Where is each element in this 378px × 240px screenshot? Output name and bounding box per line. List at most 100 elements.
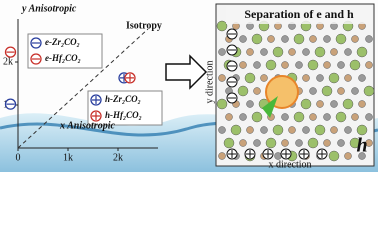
x-axis-label: x Anisotropic <box>59 120 115 131</box>
lattice-atom <box>349 137 361 149</box>
lattice-atom <box>307 137 319 149</box>
lattice-atom <box>351 113 359 121</box>
lattice-atom <box>267 35 275 43</box>
lattice-atom <box>230 124 242 136</box>
lattice-atom <box>358 152 366 160</box>
lattice-atom <box>239 35 247 43</box>
lattice-atom <box>365 61 373 69</box>
isotropy-line <box>17 28 149 149</box>
panel-y-label: y direction <box>204 60 215 103</box>
light-beam <box>262 96 278 118</box>
lattice-atom <box>358 100 366 108</box>
lattice-atom <box>295 139 303 147</box>
lattice-atom <box>356 46 368 58</box>
lattice-atom <box>253 61 261 69</box>
lattice-atom <box>253 139 261 147</box>
lattice-atom <box>239 139 247 147</box>
lattice-atom <box>314 46 326 58</box>
lattice-atom <box>272 46 284 58</box>
lattice-atom <box>218 48 226 56</box>
lattice-atom <box>302 126 310 134</box>
lattice-atom <box>335 33 347 45</box>
lattice-atom <box>349 59 361 71</box>
lattice-atom <box>330 100 338 108</box>
lattice-atom <box>365 139 373 147</box>
legend-label: e-Zr₂CO₂ <box>45 37 80 47</box>
title-bg <box>226 6 372 24</box>
lattice-atom <box>337 61 345 69</box>
lattice-atom <box>253 87 261 95</box>
lattice-atom <box>309 113 317 121</box>
lattice-atom <box>309 87 317 95</box>
lattice-atom <box>323 35 331 43</box>
hole-sign <box>228 150 236 158</box>
lattice-atom <box>302 48 310 56</box>
lattice-atom <box>323 113 331 121</box>
x-tick-label: 0 <box>16 152 21 163</box>
lattice-atom <box>316 74 324 82</box>
lattice-atom <box>344 74 352 82</box>
hole-sign <box>300 150 308 158</box>
lattice-atom <box>265 137 277 149</box>
lattice-atom <box>316 100 324 108</box>
lattice-atom <box>365 35 373 43</box>
lattice-atom <box>260 74 268 82</box>
lattice-atom <box>251 111 263 123</box>
lattice-atom <box>288 48 296 56</box>
lattice-atom <box>281 113 289 121</box>
y-axis-label: y Anisotropic <box>21 3 77 14</box>
legend-sign <box>92 96 100 104</box>
hole-sign <box>282 150 290 158</box>
lattice-atom <box>237 85 249 97</box>
lattice-atom <box>344 48 352 56</box>
lattice-atom <box>344 152 352 160</box>
hole-sign <box>264 150 272 158</box>
panel-title: Separation of e and h <box>244 7 354 21</box>
lattice-atom <box>351 35 359 43</box>
lattice-atom <box>218 74 226 82</box>
lattice-atom <box>239 61 247 69</box>
lattice-atom <box>223 137 235 149</box>
lattice-atom <box>260 126 268 134</box>
lattice-atom <box>363 85 375 97</box>
lattice-atom <box>260 48 268 56</box>
lattice-atom <box>218 126 226 134</box>
legend-label: h-Hf₂CO₂ <box>105 110 142 120</box>
point-sign <box>126 73 134 82</box>
lattice-atom <box>356 124 368 136</box>
lattice-atom <box>272 124 284 136</box>
lattice-atom <box>246 100 254 108</box>
lattice-atom <box>328 150 340 162</box>
annotation: Isotropy <box>126 20 162 31</box>
lattice-atom <box>309 35 317 43</box>
y-tick-label: 2k <box>3 56 13 67</box>
panel-label: h <box>356 135 367 157</box>
x-tick-label: 2k <box>113 152 123 163</box>
lattice-atom <box>337 87 345 95</box>
legend-label: h-Zr₂CO₂ <box>105 94 141 104</box>
lattice-atom <box>216 20 228 32</box>
lattice-atom <box>300 98 312 110</box>
lattice-atom <box>344 126 352 134</box>
lattice-atom <box>365 113 373 121</box>
lattice-atom <box>328 72 340 84</box>
lattice-atom <box>358 74 366 82</box>
legend-sign <box>92 112 100 120</box>
lattice-atom <box>295 61 303 69</box>
lattice-atom <box>351 87 359 95</box>
lattice-atom <box>342 98 354 110</box>
lattice-atom <box>265 59 277 71</box>
lattice-atom <box>293 33 305 45</box>
lattice-atom <box>251 33 263 45</box>
lattice-atom <box>216 98 228 110</box>
lattice-atom <box>314 124 326 136</box>
lattice-atom <box>244 72 256 84</box>
graphic: Separation of e and h y direction x dire… <box>0 3 378 172</box>
x-tick-label: 1k <box>63 152 73 163</box>
lattice-atom <box>335 111 347 123</box>
lattice-atom <box>281 139 289 147</box>
lattice-atom <box>246 48 254 56</box>
lattice-atom <box>225 113 233 121</box>
lattice-atom <box>321 85 333 97</box>
arrow <box>165 54 208 90</box>
